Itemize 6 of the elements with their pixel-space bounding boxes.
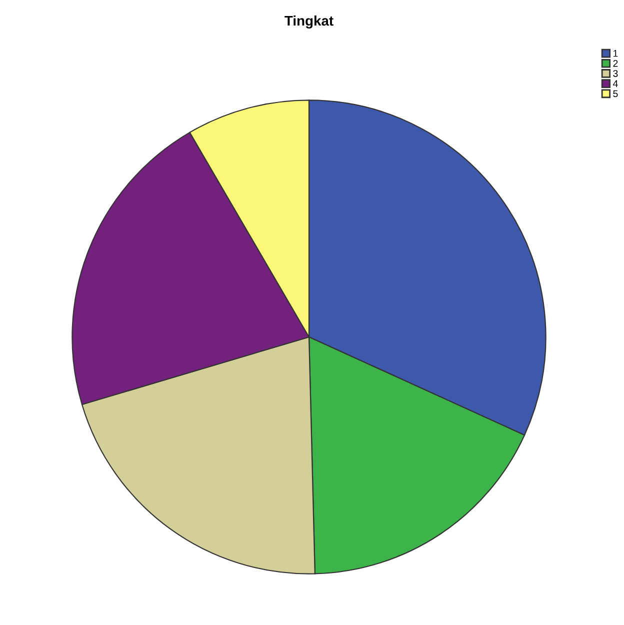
legend-label: 2 (613, 60, 618, 67)
legend-label: 3 (613, 70, 618, 77)
legend-label: 1 (614, 50, 618, 57)
legend-label: 5 (613, 90, 618, 98)
chart-title: Tingkat (284, 15, 334, 29)
legend-label: 4 (612, 80, 618, 87)
